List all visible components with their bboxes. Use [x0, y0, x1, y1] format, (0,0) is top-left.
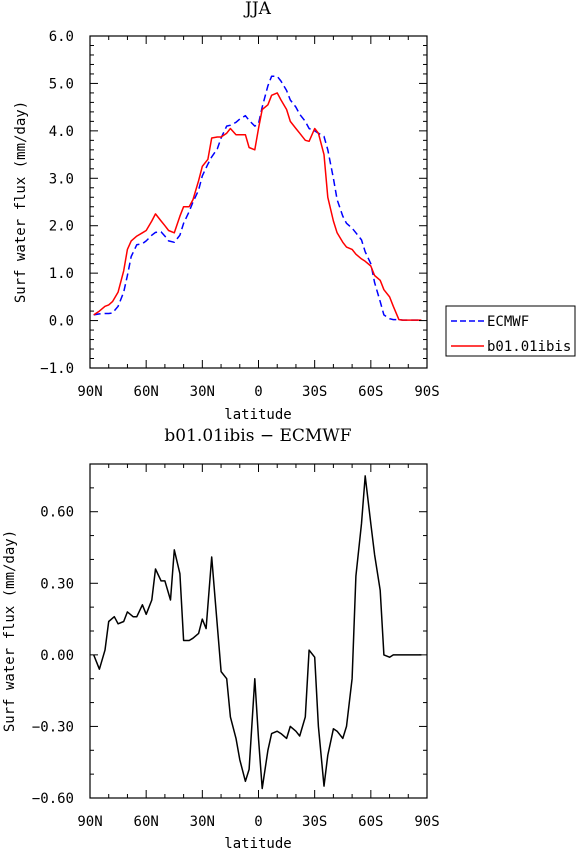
- top-x-tick-label: 90S: [414, 384, 439, 400]
- legend-label-ecmwf: ECMWF: [487, 314, 529, 330]
- bottom-axes-ticks: 90N 60N 30N 0 30S 60S 90S −0.60 −0.30 0.00 0.30 0.6…: [32, 464, 440, 830]
- bot-y-tick-label: −0.30: [32, 719, 74, 735]
- bottom-y-axis-label: Surf water flux (mm/day): [2, 530, 18, 732]
- top-x-tick-label: 90N: [77, 384, 102, 400]
- legend-box: [445, 305, 576, 357]
- bot-x-tick-label: 30N: [190, 814, 215, 830]
- bot-x-tick-label: 90S: [414, 814, 439, 830]
- top-y-tick-label: −1.0: [40, 361, 74, 377]
- bot-y-tick-label: 0.00: [40, 648, 74, 664]
- bot-x-tick-label: 90N: [77, 814, 102, 830]
- bot-x-tick-label: 30S: [302, 814, 327, 830]
- legend: ECMWF b01.01ibis: [445, 305, 576, 357]
- top-chart-title: JJA: [243, 0, 272, 19]
- top-y-tick-label: 0.0: [49, 314, 74, 330]
- top-x-tick-label: 30S: [302, 384, 327, 400]
- top-y-tick-label: 4.0: [49, 124, 74, 140]
- top-plot-frame: [89, 35, 428, 369]
- top-panel: JJA 90N 60N 30N 0 30S 60S 90S −1.0 0.0 1.0 2.0 3.0 4…: [13, 0, 576, 423]
- top-series-lines: [93, 75, 422, 321]
- b01-01ibis-series-line: [93, 92, 422, 321]
- top-x-tick-label: 60N: [134, 384, 159, 400]
- bot-y-tick-label: 0.60: [40, 505, 74, 521]
- top-x-axis-label: latitude: [224, 407, 291, 423]
- bot-x-tick-label: 60S: [358, 814, 383, 830]
- top-y-axis-label: Surf water flux (mm/day): [13, 101, 29, 303]
- bot-y-tick-label: 0.30: [40, 576, 74, 592]
- bot-x-tick-label: 0: [254, 814, 262, 830]
- bot-y-tick-label: −0.60: [32, 791, 74, 807]
- bot-x-tick-label: 60N: [134, 814, 159, 830]
- bottom-chart-title: b01.01ibis − ECMWF: [164, 426, 351, 446]
- bottom-x-axis-label: latitude: [224, 836, 291, 851]
- ecmwf-series-line: [93, 75, 422, 321]
- top-y-tick-label: 6.0: [49, 29, 74, 45]
- top-y-tick-label: 2.0: [49, 219, 74, 235]
- top-x-tick-label: 60S: [358, 384, 383, 400]
- difference-series-line: [93, 475, 422, 790]
- top-y-tick-label: 5.0: [49, 76, 74, 92]
- top-axes-ticks: 90N 60N 30N 0 30S 60S 90S −1.0 0.0 1.0 2.0 3.0 4.0 5.…: [40, 29, 439, 400]
- top-y-tick-label: 3.0: [49, 171, 74, 187]
- top-y-tick-label: 1.0: [49, 266, 74, 282]
- bottom-series-line: [93, 475, 422, 790]
- bottom-panel: b01.01ibis − ECMWF 90N 60N 30N 0 30S 60S 90S −0…: [2, 426, 440, 851]
- top-x-tick-label: 0: [254, 384, 262, 400]
- top-x-tick-label: 30N: [190, 384, 215, 400]
- legend-label-b01: b01.01ibis: [487, 339, 571, 355]
